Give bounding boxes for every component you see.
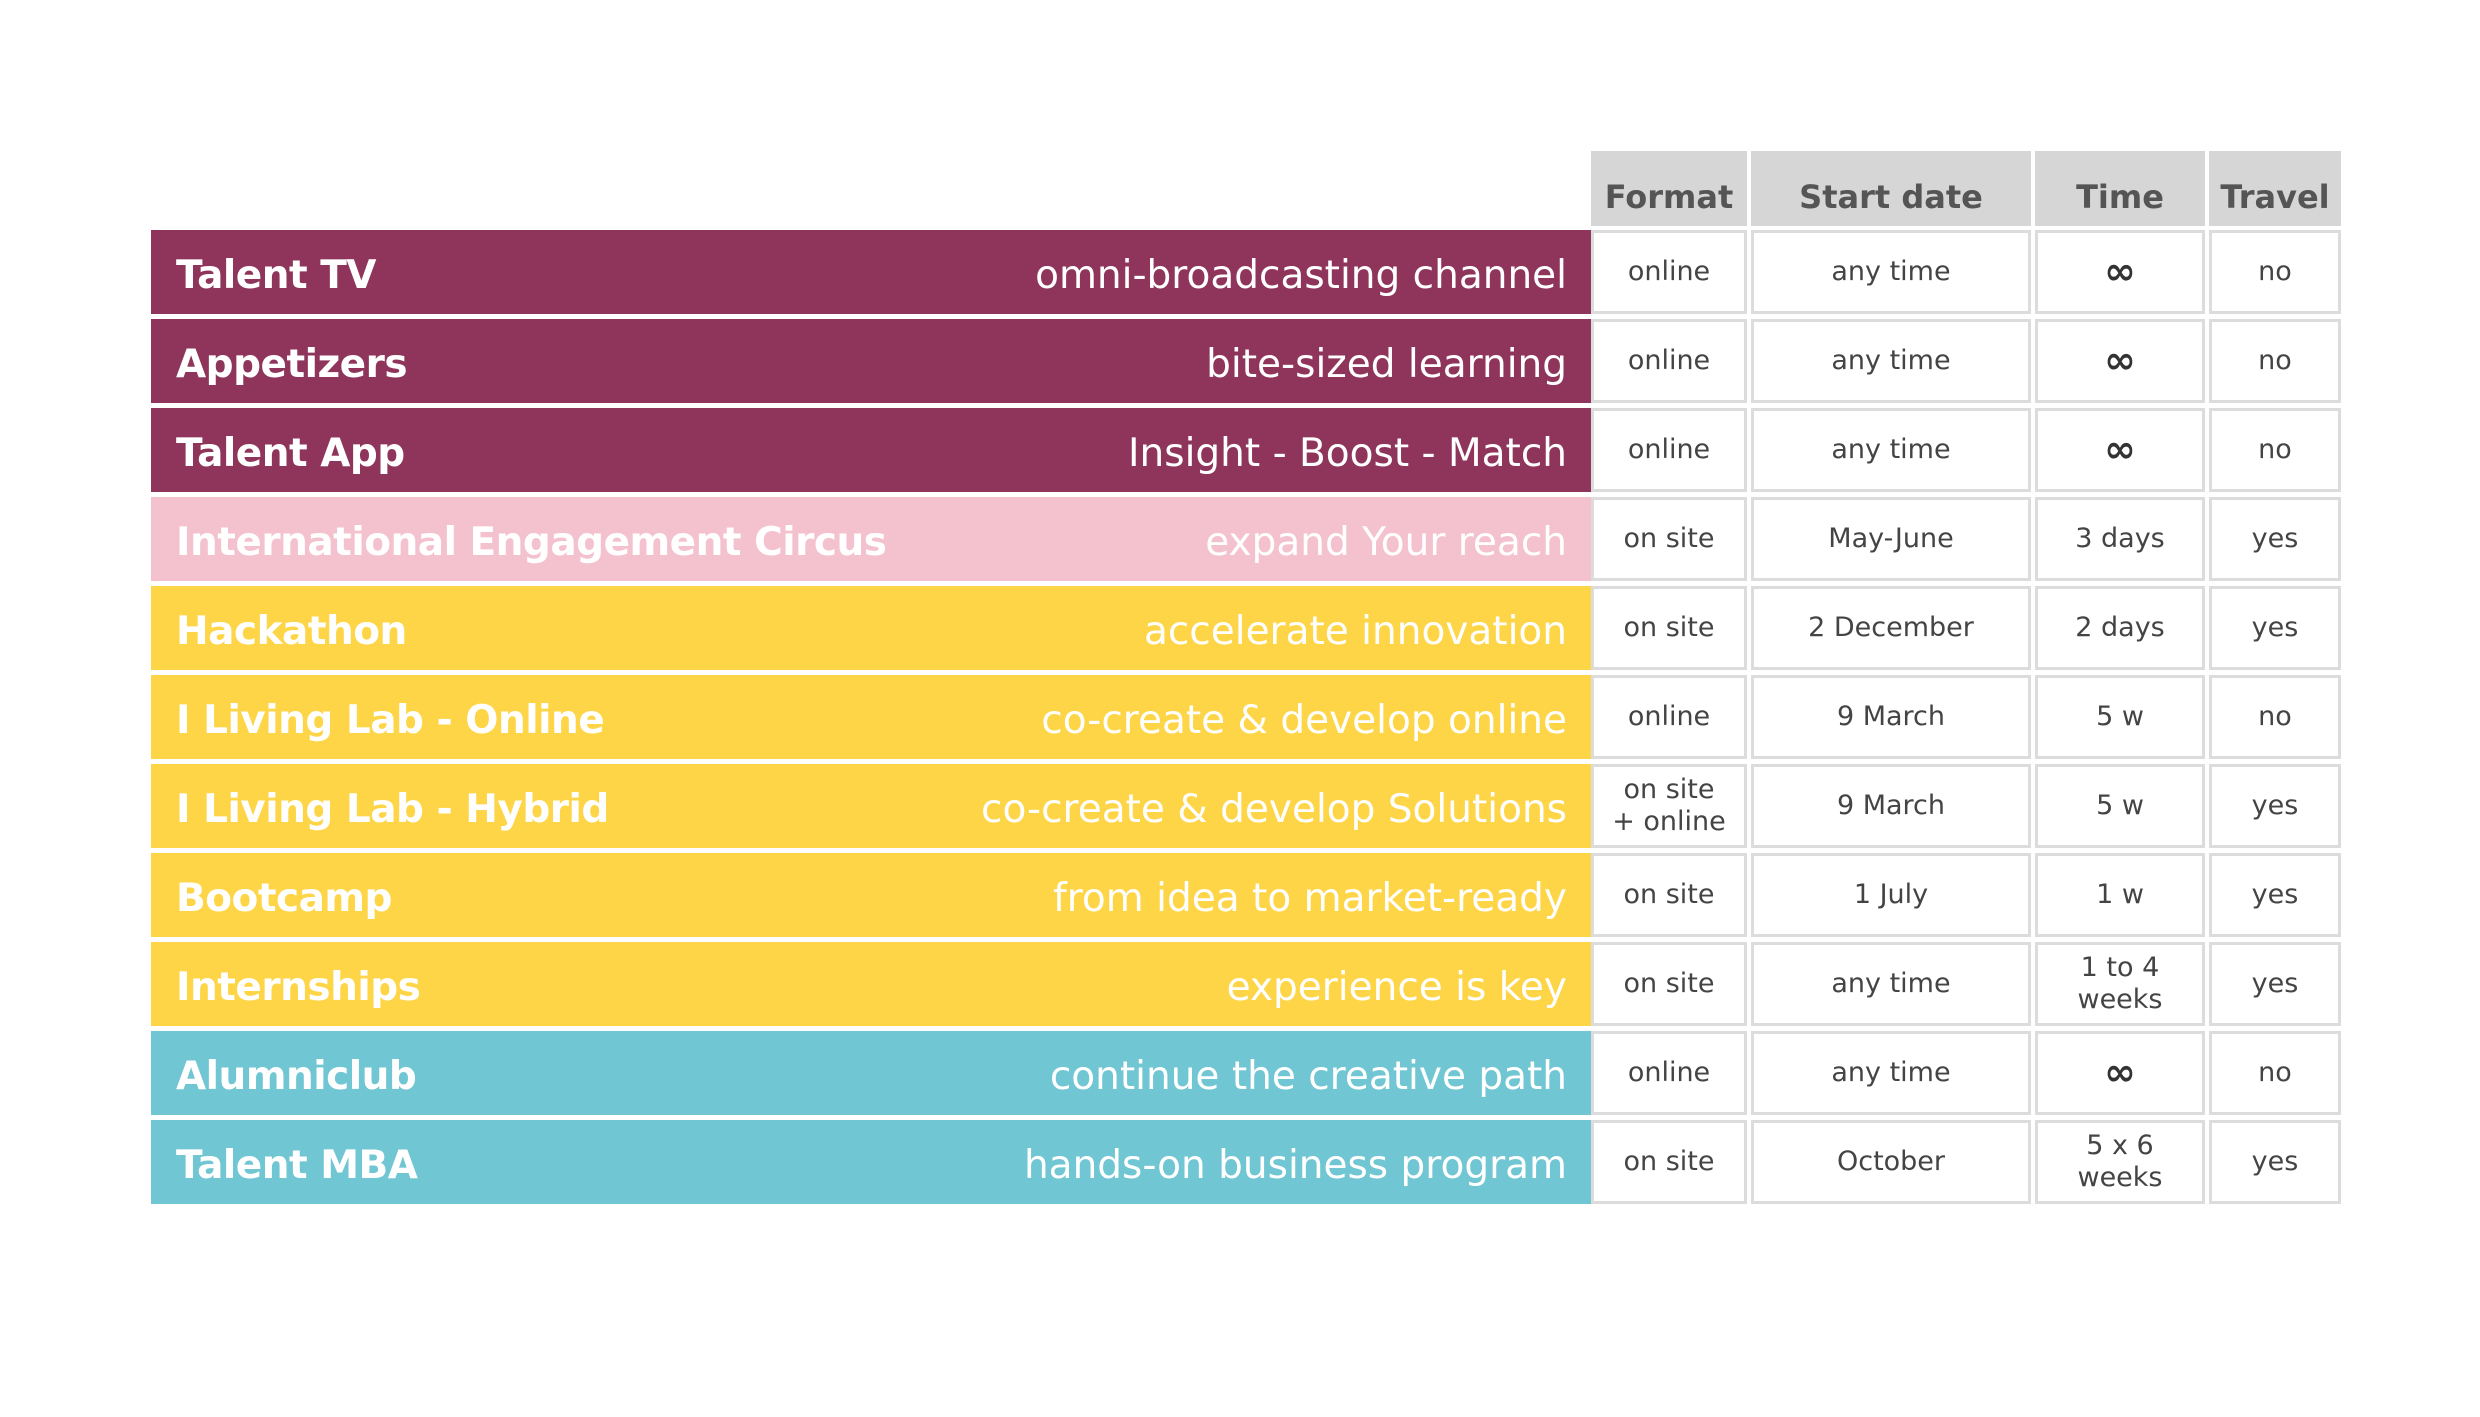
start-date-cell: any time: [1751, 319, 2031, 403]
start-date-cell: 9 March: [1751, 675, 2031, 759]
travel-cell: no: [2209, 675, 2341, 759]
table-body: Talent TV omni-broadcasting channel online…: [151, 230, 2341, 1204]
format-cell: on site: [1591, 586, 1747, 670]
start-date-cell: October: [1751, 1120, 2031, 1204]
header-start-date: Start date: [1751, 151, 2031, 226]
program-label: Hackathon accelerate innovation: [151, 586, 1591, 670]
travel-cell: no: [2209, 1031, 2341, 1115]
table-row: I Living Lab - Online co-create & develop…: [151, 675, 2341, 759]
travel-cell: yes: [2209, 764, 2341, 848]
table-row: Alumniclub continue the creative path onli…: [151, 1031, 2341, 1115]
travel-cell: yes: [2209, 586, 2341, 670]
table-row: International Engagement Circus expand Yo…: [151, 497, 2341, 581]
format-cell: online: [1591, 319, 1747, 403]
program-name: Talent TV: [176, 252, 376, 298]
time-cell: 5 w: [2035, 675, 2205, 759]
table-row: Internships experience is key on site any t…: [151, 942, 2341, 1026]
header-time: Time: [2035, 151, 2205, 226]
program-name: Hackathon: [176, 608, 407, 654]
program-label: International Engagement Circus expand Yo…: [151, 497, 1591, 581]
program-name: I Living Lab - Hybrid: [176, 786, 609, 832]
program-name: I Living Lab - Online: [176, 697, 605, 743]
program-tagline: bite-sized learning: [1206, 341, 1567, 387]
format-cell: on site + online: [1591, 764, 1747, 848]
start-date-cell: any time: [1751, 230, 2031, 314]
table-row: Bootcamp from idea to market-ready on site…: [151, 853, 2341, 937]
header-travel: Travel: [2209, 151, 2341, 226]
program-label: Talent MBA hands-on business program: [151, 1120, 1591, 1204]
program-name: Bootcamp: [176, 875, 392, 921]
program-label: I Living Lab - Hybrid co-create & develop…: [151, 764, 1591, 848]
program-label: I Living Lab - Online co-create & develop…: [151, 675, 1591, 759]
start-date-cell: 9 March: [1751, 764, 2031, 848]
travel-cell: yes: [2209, 1120, 2341, 1204]
travel-cell: no: [2209, 319, 2341, 403]
start-date-cell: any time: [1751, 1031, 2031, 1115]
program-name: Alumniclub: [176, 1053, 417, 1099]
table-header: Format Start date Time Travel: [151, 151, 2341, 226]
header-format: Format: [1591, 151, 1747, 226]
program-table: Format Start date Time Travel Talent TV o…: [151, 151, 2341, 1209]
table-row: I Living Lab - Hybrid co-create & develop…: [151, 764, 2341, 848]
travel-cell: no: [2209, 408, 2341, 492]
program-tagline: Insight - Boost - Match: [1128, 430, 1567, 476]
format-cell: on site: [1591, 1120, 1747, 1204]
program-label: Appetizers bite-sized learning: [151, 319, 1591, 403]
program-label: Alumniclub continue the creative path: [151, 1031, 1591, 1115]
program-tagline: expand Your reach: [1205, 519, 1567, 565]
format-cell: online: [1591, 408, 1747, 492]
program-tagline: omni-broadcasting channel: [1035, 252, 1567, 298]
time-cell: 5 w: [2035, 764, 2205, 848]
program-label: Internships experience is key: [151, 942, 1591, 1026]
format-cell: on site: [1591, 942, 1747, 1026]
travel-cell: yes: [2209, 942, 2341, 1026]
time-cell: 1 w: [2035, 853, 2205, 937]
program-tagline: experience is key: [1226, 964, 1567, 1010]
start-date-cell: 1 July: [1751, 853, 2031, 937]
header-spacer: [151, 151, 1591, 226]
program-tagline: accelerate innovation: [1143, 608, 1567, 654]
time-cell: ∞: [2035, 408, 2205, 492]
time-cell: 1 to 4 weeks: [2035, 942, 2205, 1026]
program-label: Talent App Insight - Boost - Match: [151, 408, 1591, 492]
time-cell: 2 days: [2035, 586, 2205, 670]
format-cell: online: [1591, 1031, 1747, 1115]
travel-cell: yes: [2209, 853, 2341, 937]
table-row: Appetizers bite-sized learning online any t…: [151, 319, 2341, 403]
program-tagline: co-create & develop Solutions: [981, 786, 1567, 832]
table-row: Talent TV omni-broadcasting channel online…: [151, 230, 2341, 314]
program-tagline: hands-on business program: [1023, 1142, 1567, 1188]
table-row: Talent App Insight - Boost - Match online a…: [151, 408, 2341, 492]
format-cell: online: [1591, 230, 1747, 314]
start-date-cell: 2 December: [1751, 586, 2031, 670]
program-name: Talent App: [176, 430, 405, 476]
program-label: Talent TV omni-broadcasting channel: [151, 230, 1591, 314]
start-date-cell: May-June: [1751, 497, 2031, 581]
start-date-cell: any time: [1751, 408, 2031, 492]
time-cell: 5 x 6 weeks: [2035, 1120, 2205, 1204]
program-label: Bootcamp from idea to market-ready: [151, 853, 1591, 937]
table-row: Talent MBA hands-on business program on si…: [151, 1120, 2341, 1204]
travel-cell: no: [2209, 230, 2341, 314]
program-name: Appetizers: [176, 341, 408, 387]
program-tagline: from idea to market-ready: [1053, 875, 1567, 921]
program-name: Internships: [176, 964, 421, 1010]
start-date-cell: any time: [1751, 942, 2031, 1026]
program-tagline: continue the creative path: [1049, 1053, 1567, 1099]
format-cell: on site: [1591, 853, 1747, 937]
time-cell: 3 days: [2035, 497, 2205, 581]
time-cell: ∞: [2035, 319, 2205, 403]
format-cell: online: [1591, 675, 1747, 759]
program-name: International Engagement Circus: [176, 519, 887, 565]
time-cell: ∞: [2035, 1031, 2205, 1115]
travel-cell: yes: [2209, 497, 2341, 581]
time-cell: ∞: [2035, 230, 2205, 314]
format-cell: on site: [1591, 497, 1747, 581]
program-tagline: co-create & develop online: [1041, 697, 1567, 743]
table-row: Hackathon accelerate innovation on site 2 D…: [151, 586, 2341, 670]
program-name: Talent MBA: [176, 1142, 418, 1188]
